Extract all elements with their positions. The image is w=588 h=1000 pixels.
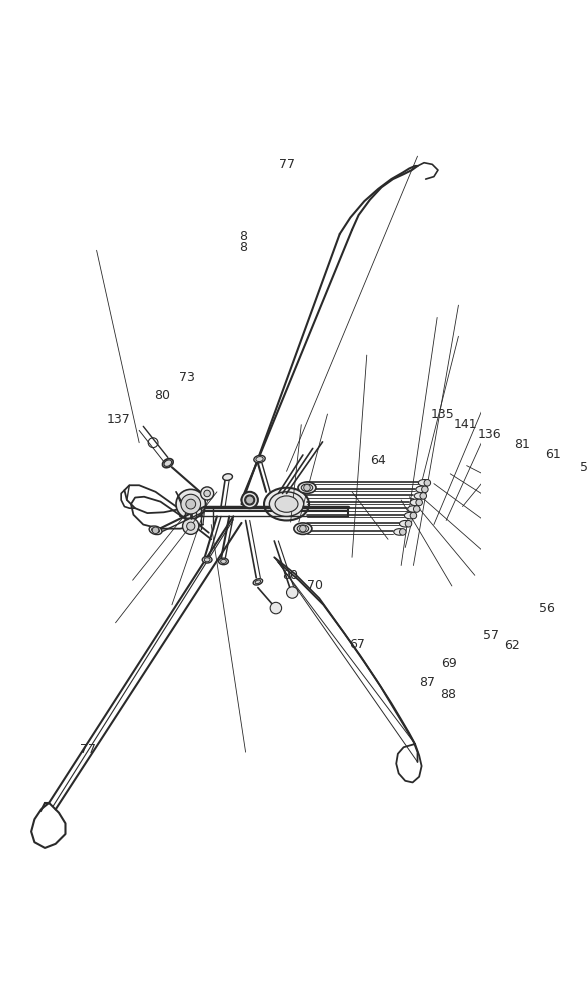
Circle shape: [186, 499, 196, 509]
Circle shape: [152, 527, 159, 534]
Text: 8: 8: [239, 230, 247, 243]
Text: 62: 62: [504, 639, 520, 652]
Ellipse shape: [301, 484, 313, 491]
Ellipse shape: [219, 558, 228, 565]
Text: 77: 77: [81, 743, 96, 756]
Circle shape: [201, 487, 213, 500]
Text: 57: 57: [483, 629, 499, 642]
Ellipse shape: [297, 525, 309, 532]
Circle shape: [246, 496, 254, 504]
Ellipse shape: [269, 492, 304, 516]
Text: 61: 61: [544, 448, 560, 461]
Ellipse shape: [202, 556, 212, 563]
Circle shape: [182, 518, 199, 534]
Text: 73: 73: [179, 371, 195, 384]
Ellipse shape: [255, 580, 260, 584]
Ellipse shape: [162, 459, 173, 468]
Ellipse shape: [256, 457, 263, 462]
Text: 77: 77: [279, 158, 295, 171]
Circle shape: [416, 499, 422, 506]
Text: 87: 87: [419, 676, 435, 689]
Ellipse shape: [245, 495, 255, 505]
Text: 56: 56: [539, 602, 555, 615]
Ellipse shape: [254, 455, 265, 463]
Ellipse shape: [394, 529, 405, 535]
Circle shape: [181, 494, 201, 514]
Circle shape: [422, 486, 428, 493]
Text: 69: 69: [441, 657, 456, 670]
Circle shape: [420, 493, 426, 499]
Text: 141: 141: [453, 418, 477, 431]
Ellipse shape: [152, 528, 159, 533]
Circle shape: [300, 525, 306, 532]
Text: 135: 135: [430, 408, 454, 421]
Ellipse shape: [298, 482, 316, 493]
Circle shape: [286, 587, 298, 598]
Circle shape: [304, 484, 310, 491]
Ellipse shape: [204, 558, 210, 562]
Ellipse shape: [294, 523, 312, 534]
Text: 70: 70: [307, 579, 323, 592]
Text: 67: 67: [349, 638, 365, 651]
Ellipse shape: [407, 506, 419, 512]
Ellipse shape: [414, 493, 426, 499]
Circle shape: [413, 506, 420, 512]
Ellipse shape: [164, 460, 172, 466]
Circle shape: [399, 529, 406, 535]
Text: 81: 81: [514, 438, 530, 451]
Circle shape: [176, 489, 205, 519]
Text: 136: 136: [477, 428, 502, 441]
Ellipse shape: [223, 474, 232, 480]
Text: 8: 8: [239, 241, 247, 254]
Text: 80: 80: [154, 389, 170, 402]
Ellipse shape: [410, 499, 422, 506]
Circle shape: [424, 480, 430, 486]
Ellipse shape: [399, 520, 411, 527]
Text: 137: 137: [107, 413, 131, 426]
Text: 88: 88: [440, 688, 457, 701]
Circle shape: [270, 602, 282, 614]
Circle shape: [405, 520, 412, 527]
Ellipse shape: [253, 579, 263, 585]
Text: 80: 80: [283, 569, 299, 582]
Circle shape: [186, 522, 195, 530]
Ellipse shape: [275, 496, 298, 512]
Ellipse shape: [418, 480, 430, 486]
Ellipse shape: [242, 492, 258, 508]
Ellipse shape: [220, 559, 226, 563]
Text: 64: 64: [370, 454, 386, 467]
Ellipse shape: [264, 488, 309, 520]
Circle shape: [204, 490, 211, 497]
Ellipse shape: [149, 526, 162, 535]
Circle shape: [410, 512, 417, 519]
Text: 58: 58: [580, 461, 588, 474]
Ellipse shape: [405, 512, 416, 519]
Ellipse shape: [416, 486, 427, 493]
